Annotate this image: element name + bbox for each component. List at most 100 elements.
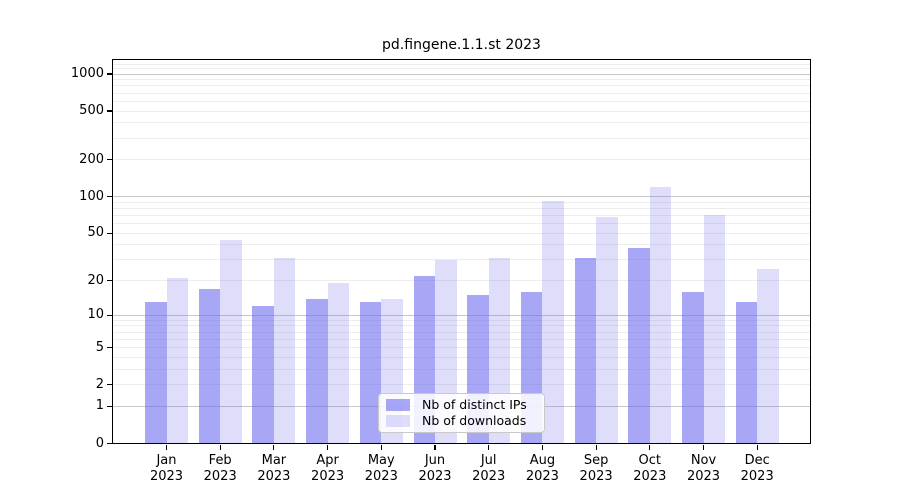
x-tick-year: 2023 — [149, 469, 184, 484]
y-tick-mark — [106, 405, 113, 408]
x-tick-mark — [541, 445, 543, 450]
y-tick-mark — [106, 232, 113, 234]
bar-distinct-ips-mar — [252, 306, 274, 444]
x-tick-month: Feb — [208, 452, 232, 468]
x-tick-mark — [756, 445, 758, 450]
bar-distinct-ips-nov — [682, 291, 704, 444]
minor-gridline — [113, 122, 810, 124]
x-tick-mark — [649, 445, 651, 450]
minor-gridline — [113, 356, 810, 358]
x-tick-year: 2023 — [472, 469, 506, 484]
bar-downloads-aug — [542, 200, 564, 444]
x-tick-year: 2023 — [364, 469, 398, 484]
x-tick-label-aug: Aug 2023 — [514, 453, 570, 486]
bar-downloads-mar — [273, 258, 296, 444]
x-tick-month: May — [367, 452, 395, 468]
legend-item-distinct-ips: Nb of distinct IPs — [386, 398, 538, 412]
x-tick-label-oct: Oct 2023 — [622, 453, 678, 486]
minor-gridline — [113, 244, 810, 246]
x-tick-month: Aug — [529, 452, 556, 468]
x-tick-year: 2023 — [418, 469, 452, 484]
x-tick-mark — [327, 445, 329, 450]
legend-swatch-distinct-ips — [386, 399, 410, 412]
minor-gridline — [113, 215, 810, 217]
major-gridline — [113, 196, 810, 198]
legend-item-downloads: Nb of downloads — [386, 412, 538, 428]
bar-distinct-ips-may — [359, 302, 382, 444]
major-gridline — [113, 73, 810, 75]
legend-label-distinct-ips: Nb of distinct IPs — [422, 397, 527, 413]
y-tick-mark — [106, 280, 113, 282]
x-tick-mark — [273, 445, 275, 450]
minor-gridline — [113, 347, 810, 349]
x-tick-mark — [219, 445, 221, 450]
x-tick-month: Jul — [480, 452, 497, 468]
x-tick-month: Jun — [424, 452, 446, 468]
bar-downloads-sep — [596, 217, 618, 444]
minor-gridline — [113, 338, 810, 340]
x-tick-label-jan: Jan 2023 — [139, 453, 195, 486]
x-tick-year: 2023 — [203, 469, 237, 484]
bar-distinct-ips-sep — [574, 258, 597, 444]
bar-distinct-ips-dec — [735, 302, 758, 444]
y-tick-label: 500 — [79, 103, 104, 119]
y-tick-mark — [106, 347, 113, 349]
minor-gridline — [113, 68, 810, 70]
minor-gridline — [113, 331, 810, 333]
minor-gridline — [113, 63, 810, 65]
bar-downloads-nov — [703, 214, 725, 444]
minor-gridline — [113, 319, 810, 321]
minor-gridline — [113, 100, 810, 102]
x-tick-label-nov: Nov 2023 — [676, 453, 732, 486]
minor-gridline — [113, 159, 810, 161]
x-tick-label-mar: Mar 2023 — [246, 453, 302, 486]
y-tick-mark — [106, 110, 113, 112]
legend-swatch-downloads — [386, 414, 410, 427]
y-tick-label: 2 — [95, 376, 104, 392]
y-tick-label: 100 — [79, 188, 104, 204]
minor-gridline — [113, 110, 810, 112]
x-tick-month: Dec — [744, 452, 770, 468]
minor-gridline — [113, 85, 810, 87]
bar-distinct-ips-feb — [198, 288, 221, 444]
y-tick-mark — [106, 442, 113, 445]
x-tick-year: 2023 — [311, 469, 345, 484]
minor-gridline — [113, 232, 810, 234]
x-tick-month: Mar — [261, 452, 287, 468]
minor-gridline — [113, 384, 810, 386]
x-tick-month: Jan — [156, 452, 177, 468]
y-tick-mark — [106, 159, 113, 161]
minor-gridline — [113, 201, 810, 203]
x-tick-label-sep: Sep 2023 — [568, 453, 624, 486]
y-tick-label: 1000 — [70, 66, 104, 82]
x-tick-month: Oct — [638, 452, 662, 468]
y-tick-label: 200 — [79, 151, 104, 167]
x-tick-year: 2023 — [525, 469, 559, 484]
minor-gridline — [113, 207, 810, 209]
bar-downloads-jan — [166, 278, 188, 444]
minor-gridline — [113, 325, 810, 327]
bar-downloads-apr — [327, 283, 350, 444]
y-tick-label: 5 — [95, 339, 104, 355]
bar-downloads-oct — [649, 187, 672, 444]
x-tick-year: 2023 — [579, 469, 613, 484]
x-tick-mark — [380, 445, 382, 450]
x-tick-mark — [595, 445, 597, 450]
y-tick-mark — [106, 73, 113, 75]
minor-gridline — [113, 280, 810, 282]
x-tick-label-apr: Apr 2023 — [300, 453, 356, 486]
minor-gridline — [113, 259, 810, 261]
y-tick-mark — [106, 314, 113, 316]
minor-gridline — [113, 137, 810, 139]
x-tick-label-jun: Jun 2023 — [407, 453, 463, 486]
bar-distinct-ips-apr — [306, 298, 328, 444]
x-tick-year: 2023 — [257, 469, 291, 484]
legend-label-downloads: Nb of downloads — [422, 412, 527, 428]
bar-downloads-feb — [220, 239, 242, 444]
bar-distinct-ips-oct — [628, 247, 650, 444]
y-tick-label: 10 — [87, 307, 104, 323]
x-tick-year: 2023 — [633, 469, 667, 484]
y-tick-mark — [106, 196, 113, 198]
x-tick-year: 2023 — [740, 469, 774, 484]
